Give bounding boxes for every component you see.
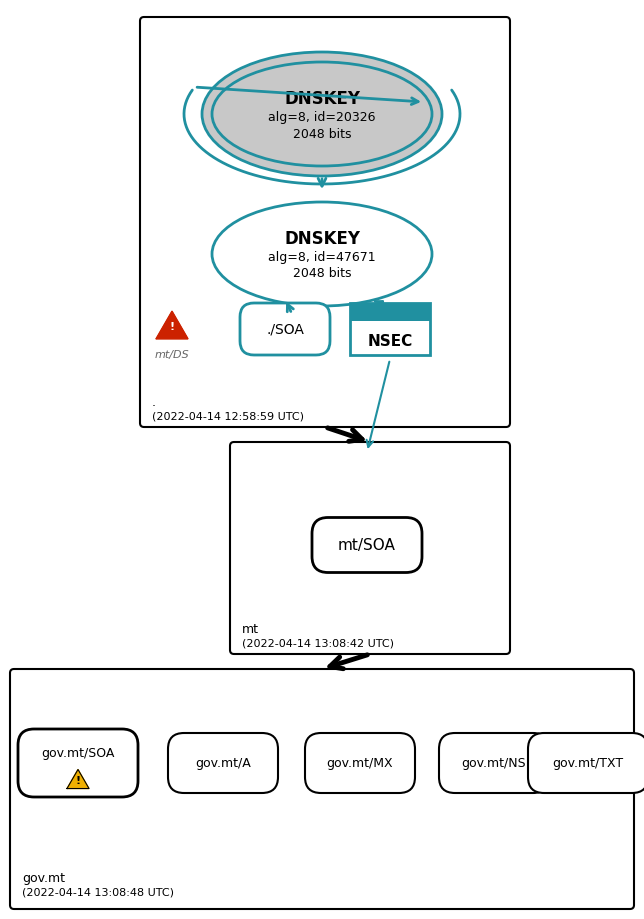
FancyBboxPatch shape — [240, 303, 330, 356]
Polygon shape — [67, 769, 89, 789]
Ellipse shape — [202, 53, 442, 176]
FancyBboxPatch shape — [18, 729, 138, 797]
Text: gov.mt/SOA: gov.mt/SOA — [41, 746, 115, 760]
Bar — [350, 303, 430, 322]
Bar — [350, 303, 430, 356]
Text: gov.mt/MX: gov.mt/MX — [327, 756, 393, 769]
Text: DNSKEY: DNSKEY — [284, 230, 360, 248]
Text: mt/SOA: mt/SOA — [338, 538, 396, 553]
FancyBboxPatch shape — [312, 518, 422, 573]
FancyBboxPatch shape — [439, 733, 549, 793]
Text: gov.mt/NS: gov.mt/NS — [462, 756, 526, 769]
Text: (2022-04-14 13:08:48 UTC): (2022-04-14 13:08:48 UTC) — [22, 887, 174, 897]
Ellipse shape — [212, 62, 432, 167]
Text: .: . — [152, 395, 156, 409]
Text: DNSKEY: DNSKEY — [284, 90, 360, 108]
Text: NSEC: NSEC — [367, 334, 413, 348]
FancyBboxPatch shape — [305, 733, 415, 793]
FancyBboxPatch shape — [10, 669, 634, 909]
Ellipse shape — [212, 203, 432, 307]
Text: mt/DS: mt/DS — [155, 349, 189, 359]
FancyBboxPatch shape — [528, 733, 644, 793]
FancyBboxPatch shape — [140, 18, 510, 427]
Text: mt: mt — [242, 622, 259, 635]
Text: alg=8, id=20326: alg=8, id=20326 — [269, 111, 375, 124]
FancyBboxPatch shape — [230, 443, 510, 654]
Text: ./SOA: ./SOA — [266, 323, 304, 336]
Text: 2048 bits: 2048 bits — [293, 267, 351, 280]
Text: (2022-04-14 12:58:59 UTC): (2022-04-14 12:58:59 UTC) — [152, 412, 304, 422]
FancyBboxPatch shape — [168, 733, 278, 793]
Text: !: ! — [169, 322, 175, 332]
Text: gov.mt/A: gov.mt/A — [195, 756, 251, 769]
Text: gov.mt: gov.mt — [22, 871, 65, 884]
Text: (2022-04-14 13:08:42 UTC): (2022-04-14 13:08:42 UTC) — [242, 639, 394, 648]
Text: 2048 bits: 2048 bits — [293, 128, 351, 141]
Text: !: ! — [75, 776, 80, 786]
Text: gov.mt/TXT: gov.mt/TXT — [553, 756, 623, 769]
Polygon shape — [156, 312, 188, 339]
Text: alg=8, id=47671: alg=8, id=47671 — [268, 251, 376, 264]
